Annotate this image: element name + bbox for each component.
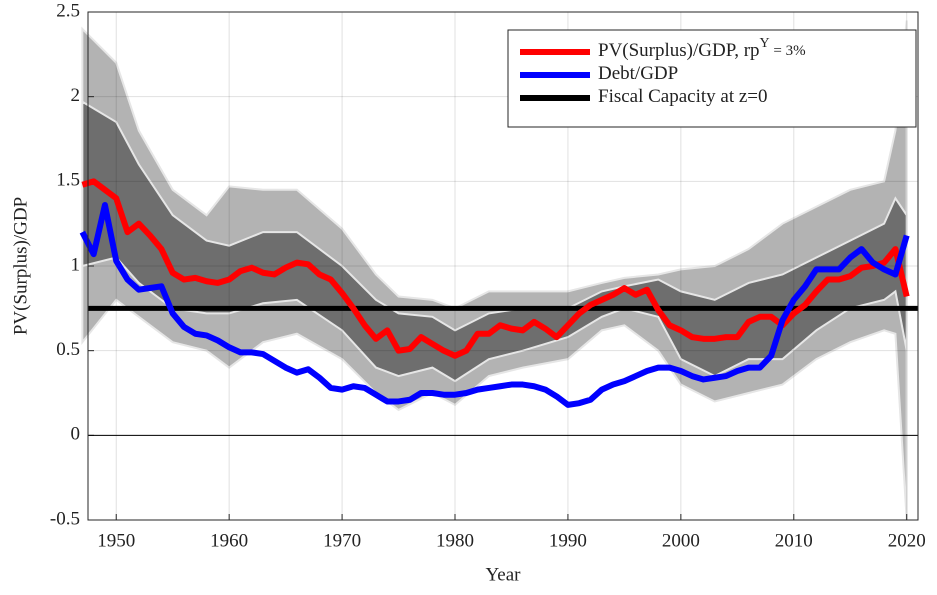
- legend-box: [507, 29, 917, 128]
- y-axis-label: PV(Surplus)/GDP: [10, 197, 31, 335]
- confidence-band: [81, 99, 908, 383]
- x-tick-label: 2020: [888, 530, 926, 551]
- legend-label-part: Debt/GDP: [598, 63, 678, 84]
- legend-label-part: = 3%: [770, 43, 806, 59]
- x-tick-label: 1950: [97, 530, 135, 551]
- x-tick-label: 2010: [775, 530, 813, 551]
- y-tick-label: 2.5: [56, 0, 80, 21]
- y-tick-label: 1: [71, 254, 81, 275]
- legend-label-part: PV(Surplus)/GDP, rp: [598, 40, 760, 61]
- y-tick-label: 2: [71, 85, 81, 106]
- x-tick-label: 1960: [210, 530, 248, 551]
- legend-label-part: Fiscal Capacity at z=0: [598, 86, 768, 107]
- y-tick-label: 0.5: [56, 339, 80, 360]
- x-tick-label: 1980: [436, 530, 474, 551]
- legend-label: PV(Surplus)/GDP, rpY = 3%: [598, 36, 806, 61]
- y-tick-label: 1.5: [56, 170, 80, 191]
- legend-label: Debt/GDP: [598, 63, 678, 84]
- legend-label: Fiscal Capacity at z=0: [598, 86, 768, 107]
- x-tick-label: 1970: [323, 530, 361, 551]
- plot-frame: [87, 11, 919, 521]
- series-line: [81, 178, 910, 359]
- series-line: [79, 202, 910, 408]
- x-axis-label: Year: [485, 564, 521, 585]
- y-tick-label: -0.5: [50, 508, 80, 529]
- x-tick-label: 2000: [662, 530, 700, 551]
- legend-label-part: Y: [760, 36, 770, 51]
- x-tick-label: 1990: [549, 530, 587, 551]
- y-tick-label: 0: [71, 424, 81, 445]
